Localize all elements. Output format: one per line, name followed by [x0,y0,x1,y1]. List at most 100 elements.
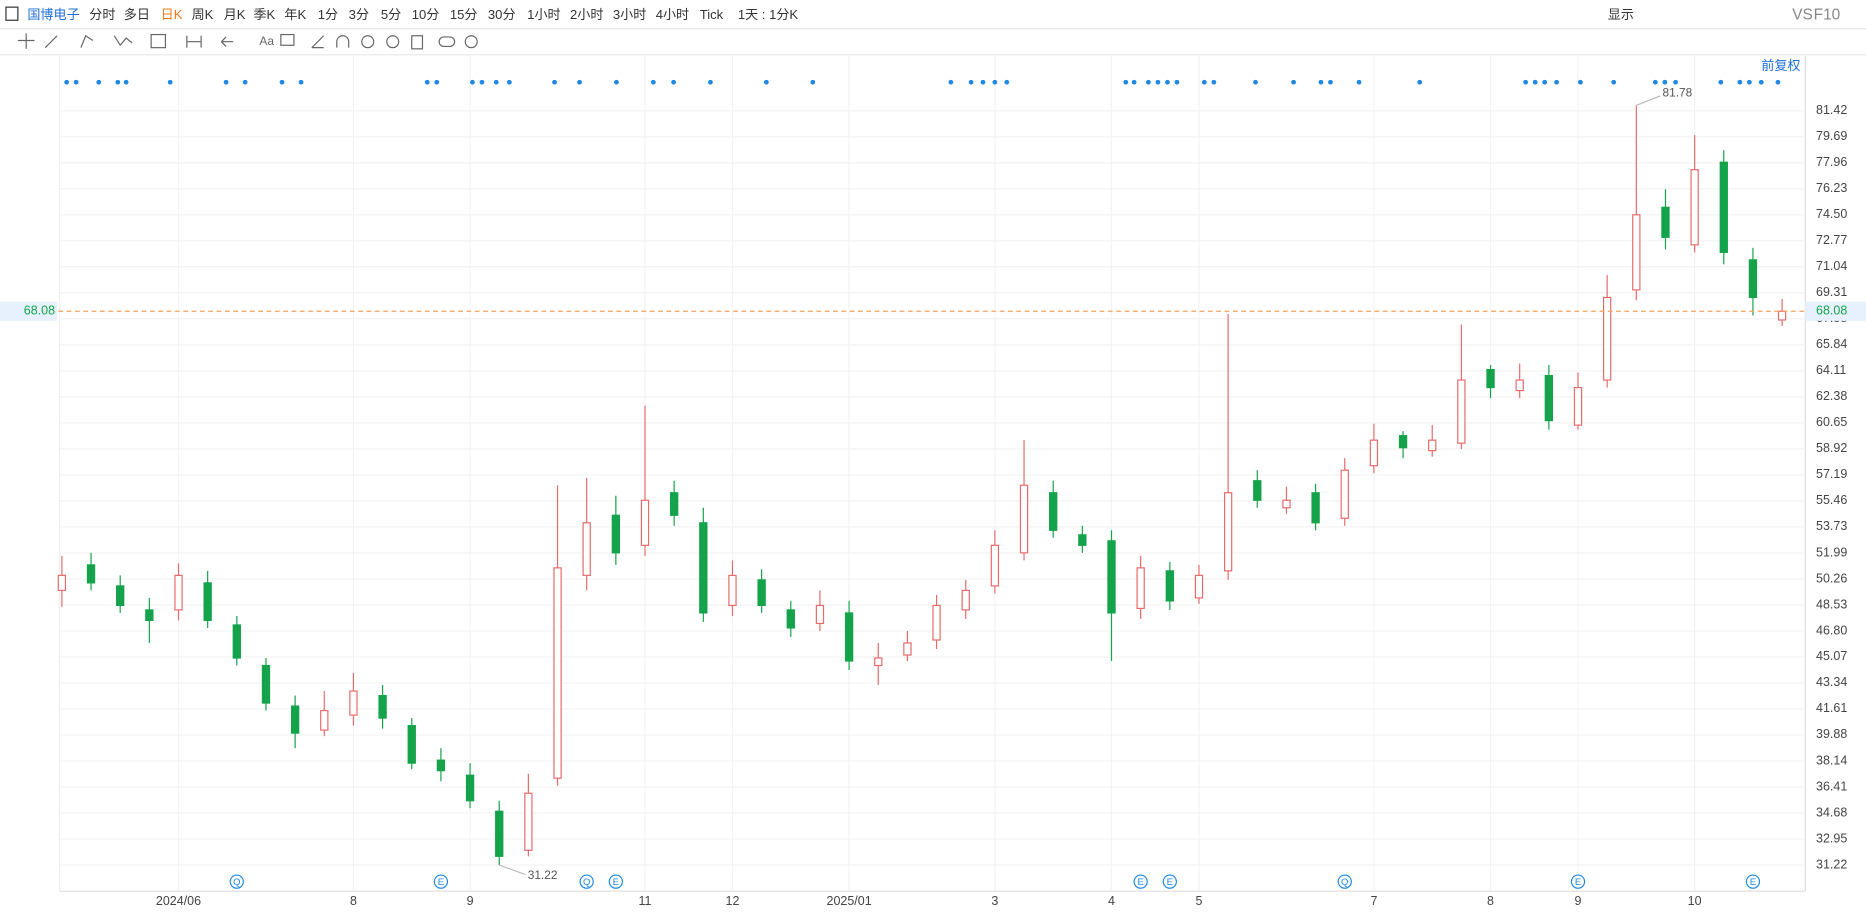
period-tab[interactable]: 1分 [318,7,338,22]
event-dot[interactable] [1775,79,1781,85]
event-dot[interactable] [242,79,248,85]
period-tab[interactable]: 1小时 [527,7,560,22]
event-dot[interactable] [1523,79,1529,85]
event-marker[interactable] [1570,874,1586,889]
event-dot[interactable] [434,79,440,85]
wave-tool[interactable] [113,35,133,47]
f10-button[interactable]: F10 [1814,7,1841,24]
event-dot[interactable] [1758,79,1764,85]
period-tab[interactable]: 分时 [89,7,115,22]
event-marker[interactable] [1162,874,1177,889]
channel-tool[interactable] [80,34,94,48]
period-tab[interactable]: 3分 [349,7,369,22]
line-tool[interactable] [44,35,58,49]
event-dot[interactable] [1318,79,1324,85]
event-dot[interactable] [1356,79,1362,85]
event-dot[interactable] [1662,79,1668,85]
event-dot[interactable] [479,79,485,85]
period-tab[interactable]: 4小时 [656,7,689,22]
event-dot[interactable] [493,79,499,85]
event-dot[interactable] [948,79,954,85]
event-dot[interactable] [1611,79,1617,85]
display-menu[interactable]: 显示 [1608,7,1634,22]
event-dot[interactable] [1542,79,1548,85]
event-dot[interactable] [708,79,713,85]
period-tab[interactable]: 年K [284,7,306,22]
event-dot[interactable] [1165,79,1170,85]
event-dot[interactable] [470,79,475,85]
period-tab[interactable]: 月K [224,7,246,22]
event-dot[interactable] [506,79,512,85]
link-tool[interactable] [438,36,456,48]
event-marker[interactable] [1133,874,1148,889]
period-tab[interactable]: 3小时 [613,7,646,22]
range-tool[interactable] [186,35,202,48]
event-dot[interactable] [1417,79,1423,85]
event-dot[interactable] [1155,79,1161,85]
event-dot[interactable] [671,79,676,85]
symbol[interactable]: 国博电子 [27,7,79,22]
delete-tool[interactable] [411,35,424,50]
event-marker[interactable] [229,874,244,889]
event-dot[interactable] [1718,79,1724,85]
event-dot[interactable] [123,79,129,85]
event-dot[interactable] [96,79,102,85]
period-tab[interactable]: 季K [253,7,275,22]
event-marker[interactable] [1745,874,1761,889]
period-tab[interactable]: 2小时 [570,7,603,22]
event-marker[interactable] [1337,874,1352,889]
event-dot[interactable] [167,79,173,85]
event-dot[interactable] [552,79,557,85]
period-tab[interactable]: 15分 [450,7,478,22]
event-marker[interactable] [433,874,449,889]
period-tab[interactable]: 30分 [488,7,516,22]
event-dot[interactable] [1174,79,1180,85]
event-dot[interactable] [577,79,582,85]
event-dot[interactable] [1123,79,1129,85]
range-selector[interactable]: 1天 : 1分K [738,7,799,22]
event-dot[interactable] [64,79,70,85]
event-dot[interactable] [1746,79,1752,85]
period-tab[interactable]: 日K [161,7,183,22]
event-dot[interactable] [298,79,304,85]
event-dot[interactable] [1291,79,1296,85]
period-tab[interactable]: Tick [700,7,724,22]
event-dot[interactable] [1554,79,1559,85]
event-dot[interactable] [980,79,986,85]
event-dot[interactable] [1131,79,1137,85]
event-dot[interactable] [810,79,816,85]
event-dot[interactable] [968,79,974,85]
event-dot[interactable] [1673,79,1678,85]
period-tab[interactable]: 多日 [124,6,150,22]
note-tool[interactable] [280,33,295,46]
angle-tool[interactable] [311,35,325,49]
settings-tool[interactable] [464,35,478,49]
sidebar-toggle[interactable] [5,6,19,21]
event-dot[interactable] [1211,79,1217,85]
period-tab[interactable]: 5分 [381,7,401,22]
eye-tool[interactable] [361,35,375,49]
event-dot[interactable] [1737,79,1743,85]
period-tab[interactable]: 10分 [412,7,440,22]
event-dot[interactable] [650,79,656,85]
adjust-button[interactable]: 前复权 [1761,57,1800,73]
event-dot[interactable] [614,79,619,85]
event-dot[interactable] [1652,79,1658,85]
event-dot[interactable] [1532,79,1538,85]
event-dot[interactable] [279,79,285,85]
event-dot[interactable] [424,79,430,85]
period-tab[interactable]: 周K [192,7,214,22]
event-dot[interactable] [1201,79,1207,85]
event-marker[interactable] [579,874,594,889]
event-dot[interactable] [73,79,79,85]
event-dot[interactable] [992,79,998,85]
text-tool[interactable]: Aa [259,34,274,48]
event-dot[interactable] [1146,79,1151,85]
event-marker[interactable] [608,874,623,889]
arrow-tool[interactable] [220,36,234,47]
event-dot[interactable] [1328,79,1333,85]
event-dot[interactable] [115,79,121,85]
move-tool[interactable] [17,33,35,49]
measure-tool[interactable] [150,33,167,49]
event-dot[interactable] [223,79,229,85]
